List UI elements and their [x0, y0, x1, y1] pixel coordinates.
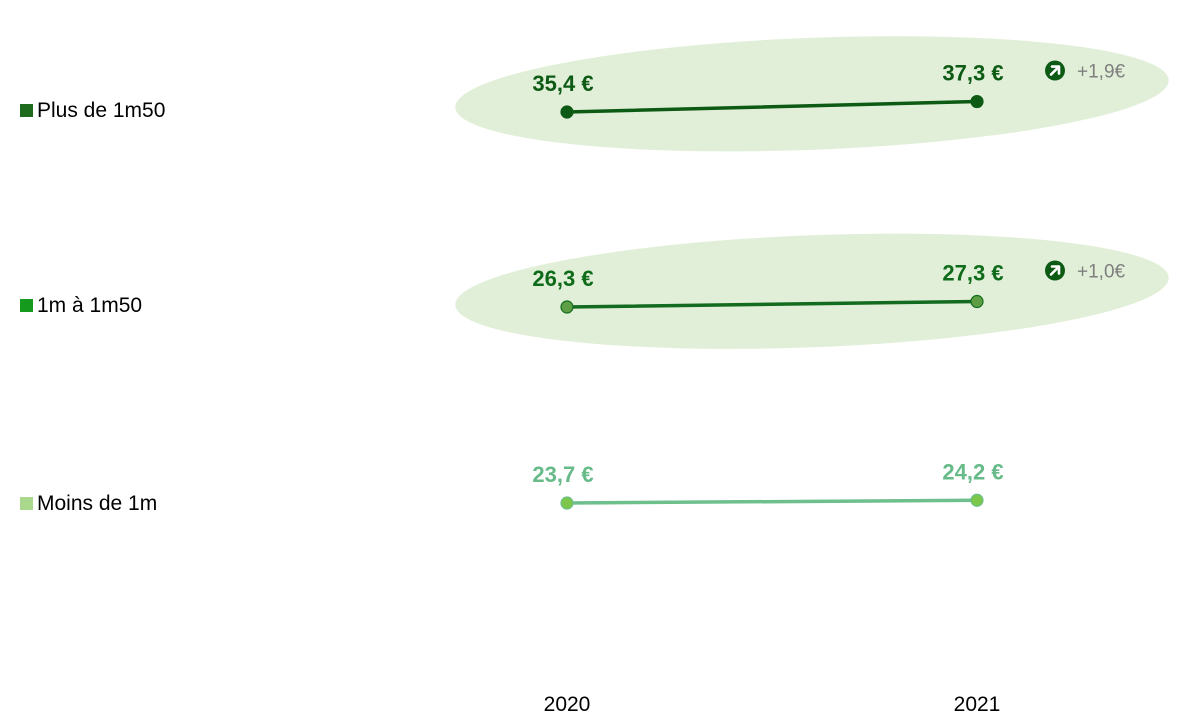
series-lines	[565, 99, 979, 505]
series-2-value-label-2: 27,3 €	[942, 261, 1003, 286]
series-3-legend-label: Moins de 1m	[37, 492, 157, 515]
x-tick-label-2: 2021	[954, 693, 1001, 716]
series-3-value-label-2: 24,2 €	[942, 459, 1003, 484]
series-1-legend-label: Plus de 1m50	[37, 99, 165, 122]
series-1-change-label: +1,9€	[1077, 62, 1126, 83]
series-1-line	[565, 99, 979, 114]
series-1-highlight	[455, 36, 1169, 152]
arrow-up-right-icon	[1045, 260, 1065, 281]
series-3-value-label-1: 23,7 €	[532, 462, 593, 487]
series-3-point-2	[970, 493, 984, 507]
series-2-legend-swatch	[20, 299, 33, 312]
data-labels: 35,4 € 37,3 € +1,9€ 26,3 € 27,3 € +1,0€ 23,7 €…	[532, 60, 1126, 487]
series-1-value-label-2: 37,3 €	[942, 61, 1003, 86]
series-1-point-1	[560, 105, 574, 119]
series-markers	[560, 94, 984, 510]
highlight-layer	[455, 36, 1169, 349]
series-2-legend-label: 1m à 1m50	[37, 294, 142, 317]
arrow-icon-glyph	[1049, 65, 1061, 76]
series-3-line	[565, 498, 979, 505]
series-1-value-label-1: 35,4 €	[532, 71, 593, 96]
series-3-point-1	[560, 496, 574, 510]
series-2-value-label-1: 26,3 €	[532, 266, 593, 291]
arrow-icon-glyph	[1049, 265, 1061, 276]
x-axis: 2020 2021	[544, 693, 1001, 716]
series-1-legend-swatch	[20, 104, 33, 117]
series-2-point-2	[970, 294, 984, 309]
series-3-legend-swatch	[20, 497, 33, 510]
arrow-up-right-icon	[1045, 60, 1065, 81]
series-2-point-1	[560, 300, 574, 314]
legend: Plus de 1m50 1m à 1m50 Moins de 1m	[20, 99, 165, 515]
series-1-point-2	[970, 94, 984, 109]
series-2-change-label: +1,0€	[1077, 262, 1126, 283]
series-2-line	[565, 299, 979, 309]
series-2-highlight	[455, 233, 1169, 349]
x-tick-label-1: 2020	[544, 693, 591, 716]
